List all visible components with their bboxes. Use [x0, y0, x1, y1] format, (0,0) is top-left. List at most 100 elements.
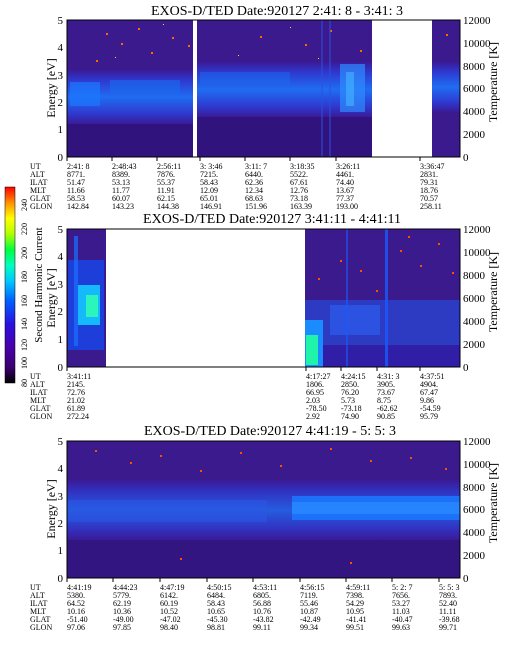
orbit-value: 12.76	[290, 186, 308, 195]
orbit-value: 55.46	[300, 599, 318, 608]
orbit-value: 77.37	[336, 194, 354, 203]
panel-3-y2label: Temperature [K]	[486, 463, 500, 543]
panel-2-yticks: 5 4 3 2 1 0	[58, 224, 64, 374]
orbit-value: 272.24	[67, 412, 89, 421]
orbit-value: 11.91	[157, 186, 175, 195]
orbit-value: 4904.	[420, 380, 438, 389]
colorbar-scale	[4, 186, 16, 384]
orbit-value: 142.84	[67, 202, 89, 211]
orbit-value: 73.18	[290, 194, 308, 203]
svg-text:10000: 10000	[463, 38, 491, 50]
orbit-value: 99.34	[300, 623, 318, 632]
svg-text:MLT: MLT	[30, 607, 46, 616]
orbit-value: 53.13	[112, 178, 130, 187]
orbit-value: 10.52	[160, 607, 178, 616]
svg-text:0: 0	[58, 152, 64, 164]
colorbar-ticks: 240 220 200 180 160 140 120 100 80	[20, 199, 29, 387]
orbit-value: 258.11	[420, 202, 442, 211]
panel-1-y2ticks: 12000 10000 8000 6000 4000 2000 0	[463, 15, 491, 164]
svg-text:ILAT: ILAT	[30, 599, 47, 608]
orbit-value: 5: 2: 7	[392, 583, 412, 592]
svg-text:ILAT: ILAT	[30, 388, 47, 397]
orbit-value: 7215.	[200, 170, 218, 179]
svg-text:3: 3	[58, 70, 64, 82]
orbit-value: 2:48:43	[112, 162, 136, 171]
svg-text:2000: 2000	[463, 129, 486, 141]
svg-text:UT: UT	[30, 372, 41, 381]
panel-1-frame	[66, 19, 461, 158]
orbit-value: 18.76	[420, 186, 438, 195]
svg-text:GLON: GLON	[30, 412, 52, 421]
orbit-value: 4:37:51	[420, 372, 444, 381]
orbit-value: 193.00	[336, 202, 358, 211]
orbit-value: -47.02	[160, 615, 181, 624]
orbit-value: 10.65	[207, 607, 225, 616]
panel-1-yticks: 5 4 3 2 1 0	[58, 15, 64, 164]
orbit-value: 64.52	[67, 599, 85, 608]
panel-2-spectrogram	[67, 229, 460, 367]
svg-text:ALT: ALT	[30, 380, 45, 389]
orbit-value: 99.51	[346, 623, 364, 632]
panel-2: EXOS-D/TED Date:920127 3:41:11 - 4:41:11…	[30, 212, 500, 421]
orbit-value: 8.75	[377, 396, 391, 405]
orbit-value: 163.39	[290, 202, 312, 211]
orbit-value: -78.50	[306, 404, 327, 413]
orbit-value: 51.47	[67, 178, 85, 187]
panel-3-title: EXOS-D/TED Date:920127 4:41:19 - 5: 5: 3	[144, 424, 396, 439]
orbit-value: 66.95	[306, 388, 324, 397]
orbit-value: -49.00	[113, 615, 134, 624]
orbit-value: 4:59:11	[346, 583, 370, 592]
orbit-value: 58.43	[207, 599, 225, 608]
panel-2-frame	[66, 228, 461, 368]
orbit-value: 99.71	[439, 623, 457, 632]
orbit-value: 53.27	[392, 599, 410, 608]
svg-text:GLON: GLON	[30, 623, 52, 632]
orbit-value: 13.67	[336, 186, 354, 195]
panel-1-orbit-labels: UT ALT ILAT MLT GLAT GLON	[30, 162, 52, 211]
orbit-value: 3:18:35	[290, 162, 314, 171]
orbit-value: 99.11	[253, 623, 271, 632]
orbit-value: 97.85	[113, 623, 131, 632]
panel-1-ylabel: Energy [eV]	[44, 58, 58, 117]
svg-text:140: 140	[20, 318, 29, 330]
svg-text:5: 5	[58, 15, 64, 27]
orbit-value: 3: 3:46	[200, 162, 222, 171]
svg-text:4: 4	[58, 42, 64, 54]
orbit-value: 9.86	[420, 396, 434, 405]
svg-text:4: 4	[58, 463, 64, 475]
svg-text:UT: UT	[30, 162, 41, 171]
orbit-value: 6142.	[160, 591, 178, 600]
orbit-value: 3:41:11	[67, 372, 91, 381]
svg-text:GLAT: GLAT	[30, 404, 51, 413]
orbit-value: 60.07	[112, 194, 130, 203]
svg-text:ALT: ALT	[30, 591, 45, 600]
orbit-value: -73.18	[341, 404, 362, 413]
svg-text:GLON: GLON	[30, 202, 52, 211]
panel-3-yticks: 5 4 3 2 1 0	[58, 436, 64, 585]
orbit-value: 2.92	[306, 412, 320, 421]
orbit-value: 99.63	[392, 623, 410, 632]
orbit-value: 55.37	[157, 178, 175, 187]
svg-text:3: 3	[58, 279, 64, 291]
orbit-value: 144.38	[157, 202, 179, 211]
svg-text:10000: 10000	[463, 459, 491, 471]
orbit-value: 62.19	[113, 599, 131, 608]
orbit-value: 65.01	[200, 194, 218, 203]
orbit-value: 4:17:27	[306, 372, 330, 381]
orbit-value: 7398.	[346, 591, 364, 600]
orbit-value: 4:31: 3	[377, 372, 399, 381]
panel-2-title: EXOS-D/TED Date:920127 3:41:11 - 4:41:11	[143, 212, 401, 227]
svg-text:8000: 8000	[463, 270, 486, 282]
orbit-value: 5522.	[290, 170, 308, 179]
orbit-value: 3:36:47	[420, 162, 444, 171]
orbit-value: 5.73	[341, 396, 355, 405]
orbit-value: 10.76	[253, 607, 271, 616]
svg-text:6000: 6000	[463, 293, 486, 305]
panel-2-y2ticks: 12000 10000 8000 6000 4000 2000 0	[463, 224, 491, 374]
orbit-value: 76.20	[341, 388, 359, 397]
svg-text:8000: 8000	[463, 482, 486, 494]
orbit-value: 21.02	[67, 396, 85, 405]
panel-2-orbit-labels: UT ALT ILAT MLT GLAT GLON	[30, 372, 52, 421]
